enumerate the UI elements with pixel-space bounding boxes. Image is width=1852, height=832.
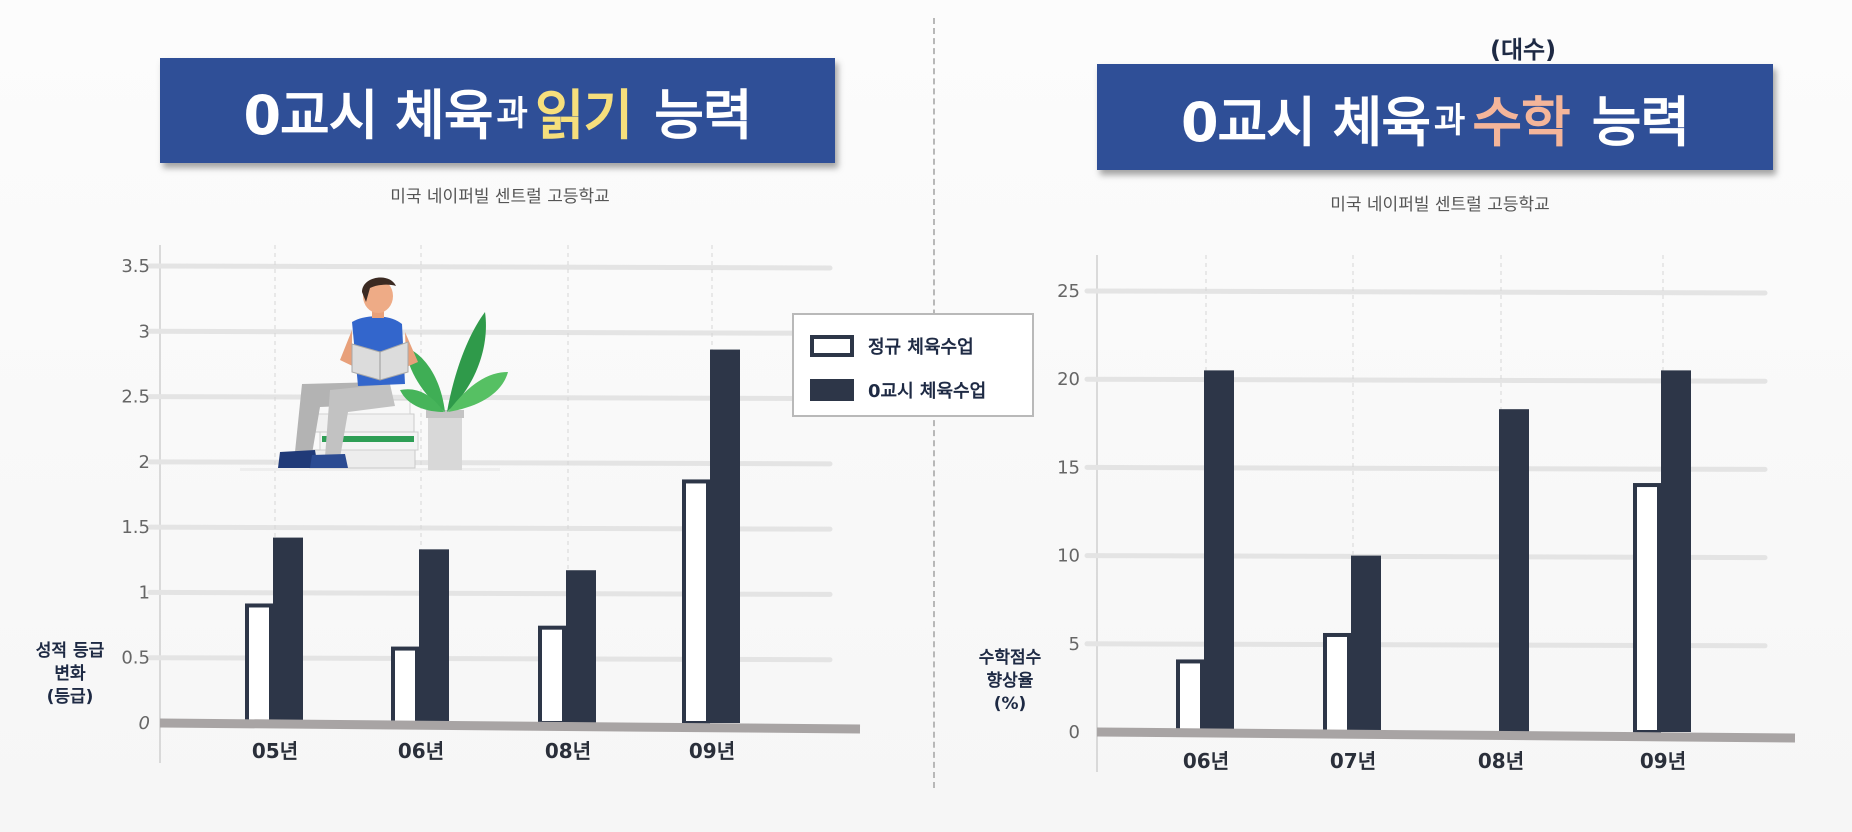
right-y-tick-label: 20 <box>1057 369 1080 390</box>
left-bar-regular <box>391 646 419 725</box>
left-y-tick-label: 2.5 <box>121 387 150 408</box>
right-y-tick-label: 10 <box>1057 546 1080 567</box>
left-x-tick-label: 08년 <box>545 739 591 763</box>
right-bar-zero-period <box>1351 555 1381 732</box>
left-gridline <box>147 263 833 271</box>
right-title-particle: 과 <box>1434 100 1465 141</box>
person-reading-books-plant-icon <box>240 277 508 471</box>
left-baseline <box>159 718 861 734</box>
right-y-tick-label: 15 <box>1057 457 1080 478</box>
left-x-tick-label: 06년 <box>398 739 444 763</box>
left-bar-regular <box>682 479 710 726</box>
right-x-tick-label: 07년 <box>1330 749 1376 773</box>
right-unit-note: (대수) <box>1490 36 1557 64</box>
legend-swatch-zero-period <box>810 379 854 401</box>
left-y-tick-label: 2 <box>139 452 150 473</box>
left-gridline <box>147 328 833 336</box>
right-gridline <box>1084 288 1768 296</box>
right-bar-regular <box>1323 632 1351 734</box>
chart-legend: 정규 체육수업 0교시 체육수업 <box>792 313 1034 417</box>
legend-item-regular: 정규 체육수업 <box>810 333 974 359</box>
right-title-highlight: 수학 <box>1472 90 1570 154</box>
left-y-tick-label: 0.5 <box>121 648 150 669</box>
right-x-tick-label: 09년 <box>1640 749 1686 773</box>
right-y-tick-label: 25 <box>1057 281 1080 302</box>
left-y-tick-label: 1 <box>139 582 150 603</box>
left-bar-zero-period <box>710 349 740 723</box>
left-title-part2: 능력 <box>654 84 752 147</box>
right-title-part2: 능력 <box>1591 90 1690 154</box>
legend-item-zero-period: 0교시 체육수업 <box>810 377 986 403</box>
right-x-tick-label: 08년 <box>1478 749 1524 773</box>
right-baseline <box>1096 727 1796 743</box>
left-y-tick-label: 1.5 <box>121 517 150 538</box>
left-title-banner: 0교시 체육 과 읽기 능력 <box>160 58 835 163</box>
left-subtitle: 미국 네이퍼빌 센트럴 고등학교 <box>390 187 610 207</box>
right-gridline <box>1084 464 1768 472</box>
right-gridline <box>1084 376 1768 384</box>
left-bar-zero-period <box>419 549 449 723</box>
right-bar-regular <box>1633 483 1661 735</box>
right-y-axis-label: 수학점수 향상율 (%) <box>978 648 1042 714</box>
right-subtitle: 미국 네이퍼빌 센트럴 고등학교 <box>1330 195 1550 215</box>
left-bar-zero-period <box>273 537 303 723</box>
left-title-highlight: 읽기 <box>534 84 633 147</box>
right-y-tick-label: 0 <box>1069 722 1080 743</box>
left-y-tick-label: 0 <box>139 713 150 734</box>
left-title-part1: 0교시 체육 <box>243 84 493 147</box>
right-x-tick-label: 06년 <box>1183 749 1229 773</box>
legend-label-regular: 정규 체육수업 <box>868 337 974 358</box>
left-title-particle: 과 <box>496 94 528 134</box>
right-y-tick-label: 5 <box>1069 634 1080 655</box>
right-bar-zero-period <box>1661 370 1691 732</box>
legend-label-zero-period: 0교시 체육수업 <box>868 381 987 402</box>
left-y-tick-label: 3 <box>139 321 150 342</box>
legend-swatch-regular <box>810 335 854 357</box>
left-y-tick-label: 3.5 <box>121 256 150 277</box>
left-x-tick-label: 05년 <box>252 739 298 763</box>
right-bar-regular <box>1176 659 1204 734</box>
left-x-tick-label: 09년 <box>689 739 735 763</box>
right-bar-zero-period <box>1499 409 1529 732</box>
right-bar-zero-period <box>1204 370 1234 732</box>
right-title-banner: 0교시 체육 과 수학 능력 <box>1097 64 1773 170</box>
left-bar-zero-period <box>566 570 596 723</box>
right-title-part1: 0교시 체육 <box>1180 90 1431 154</box>
left-bar-regular <box>245 603 273 725</box>
left-bar-regular <box>538 625 566 726</box>
left-y-axis-label: 성적 등급 변화 (등급) <box>35 641 105 707</box>
